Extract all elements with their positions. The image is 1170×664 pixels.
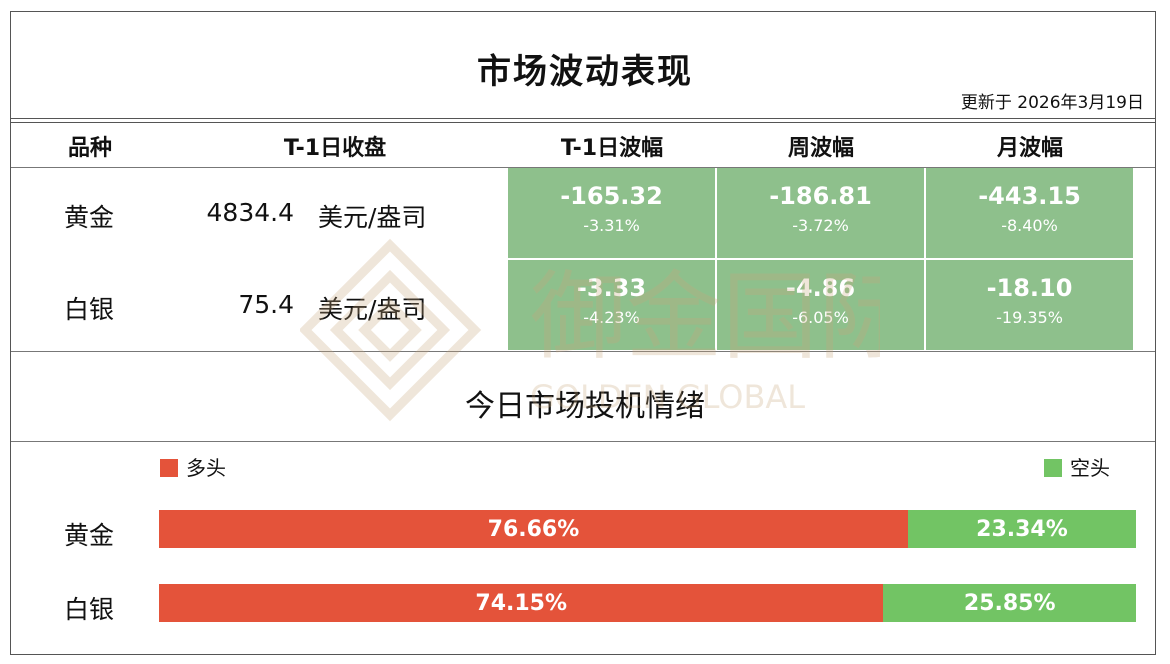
month-range-value-gold: -443.15	[978, 182, 1081, 210]
legend-short-swatch	[1044, 459, 1062, 477]
week-range-cell-silver: -4.86 -6.05%	[717, 260, 924, 350]
updated-date: 更新于 2026年3月19日	[960, 93, 1144, 113]
close-unit-gold: 美元/盎司	[318, 203, 427, 232]
sentiment-title: 今日市场投机情绪	[465, 389, 705, 424]
close-value-silver: 75.4	[238, 290, 294, 319]
bar-category-gold: 黄金	[64, 521, 115, 550]
bar-short-gold-label: 23.34%	[976, 516, 1068, 542]
legend-short: 空头	[1044, 452, 1110, 481]
month-range-cell-gold: -443.15 -8.40%	[926, 168, 1133, 258]
header-month-range: 月波幅	[996, 136, 1063, 161]
header-t1-range: T-1日波幅	[560, 136, 664, 161]
sentiment-divider	[11, 441, 1155, 442]
bar-long-gold-label: 76.66%	[487, 516, 580, 542]
t1-range-value-silver: -3.33	[576, 274, 647, 302]
header-divider	[11, 167, 1155, 168]
t1-range-value-gold: -165.32	[560, 182, 663, 210]
sentiment-bar-gold: 76.66% 23.34%	[159, 510, 1136, 548]
legend-long-label: 多头	[186, 456, 226, 480]
table-bottom-divider	[11, 351, 1155, 352]
bar-short-silver: 25.85%	[883, 584, 1136, 622]
row-name-gold: 黄金	[64, 203, 115, 232]
header-week-range: 周波幅	[787, 136, 854, 161]
bar-long-gold: 76.66%	[159, 510, 908, 548]
legend-long-swatch	[160, 459, 178, 477]
title-divider-bottom	[11, 122, 1155, 123]
close-unit-silver: 美元/盎司	[318, 295, 427, 324]
bar-short-gold: 23.34%	[907, 510, 1136, 548]
bar-long-silver: 74.15%	[159, 584, 884, 622]
week-range-pct-gold: -3.72%	[792, 216, 849, 235]
month-range-pct-gold: -8.40%	[1001, 216, 1058, 235]
t1-range-cell-gold: -165.32 -3.31%	[508, 168, 715, 258]
month-range-value-silver: -18.10	[986, 274, 1073, 302]
legend-long: 多头	[160, 452, 226, 481]
week-range-pct-silver: -6.05%	[792, 308, 849, 327]
title-divider-top	[11, 118, 1155, 119]
month-range-pct-silver: -19.35%	[996, 308, 1063, 327]
month-range-cell-silver: -18.10 -19.35%	[926, 260, 1133, 350]
row-name-silver: 白银	[64, 295, 115, 324]
close-value-gold: 4834.4	[206, 198, 294, 227]
t1-range-pct-gold: -3.31%	[583, 216, 640, 235]
header-close: T-1日收盘	[283, 136, 387, 161]
header-variety: 品种	[67, 136, 112, 161]
week-range-value-silver: -4.86	[785, 274, 856, 302]
week-range-value-gold: -186.81	[769, 182, 872, 210]
legend-short-label: 空头	[1070, 456, 1110, 480]
t1-range-pct-silver: -4.23%	[583, 308, 640, 327]
t1-range-cell-silver: -3.33 -4.23%	[508, 260, 715, 350]
page-title: 市场波动表现	[477, 52, 693, 92]
sentiment-bar-silver: 74.15% 25.85%	[159, 584, 1136, 622]
bar-long-silver-label: 74.15%	[475, 590, 568, 616]
week-range-cell-gold: -186.81 -3.72%	[717, 168, 924, 258]
bar-category-silver: 白银	[64, 595, 115, 624]
bar-short-silver-label: 25.85%	[963, 590, 1056, 616]
